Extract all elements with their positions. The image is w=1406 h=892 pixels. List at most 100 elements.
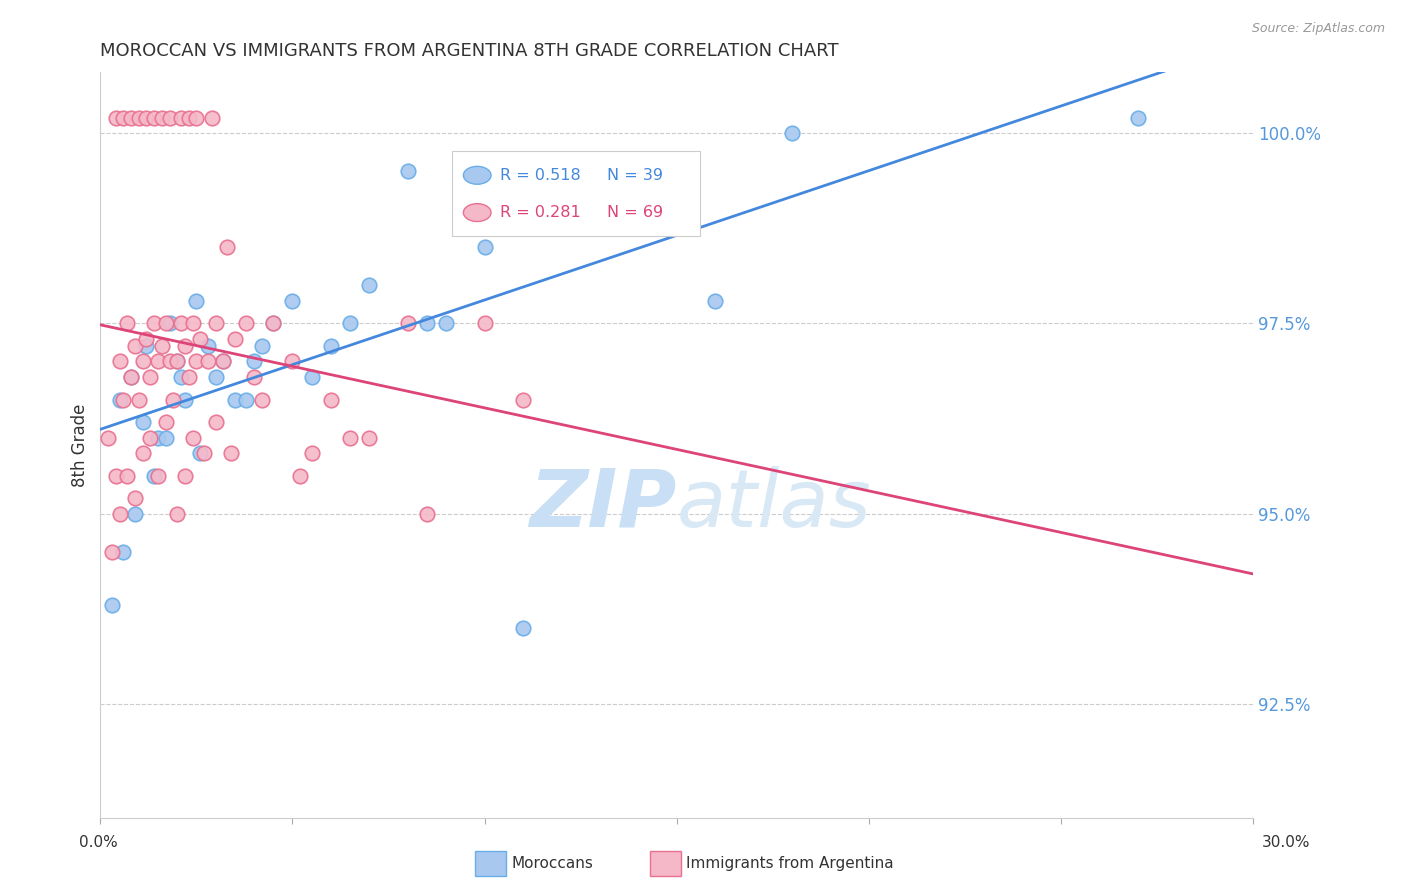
Point bbox=[124, 339, 146, 353]
Point bbox=[212, 354, 235, 368]
Point bbox=[115, 468, 138, 483]
Text: N = 39: N = 39 bbox=[607, 168, 664, 183]
Point bbox=[224, 332, 246, 346]
Circle shape bbox=[464, 203, 491, 221]
Text: 30.0%: 30.0% bbox=[1263, 836, 1310, 850]
Point bbox=[177, 369, 200, 384]
Point bbox=[281, 293, 304, 308]
Point bbox=[135, 339, 157, 353]
Point bbox=[243, 354, 266, 368]
Point bbox=[235, 392, 257, 407]
Point bbox=[186, 354, 208, 368]
Point bbox=[188, 332, 211, 346]
Point bbox=[159, 354, 181, 368]
Point bbox=[150, 111, 173, 125]
Point bbox=[550, 202, 572, 217]
FancyBboxPatch shape bbox=[451, 151, 700, 236]
Point bbox=[146, 468, 169, 483]
Point bbox=[319, 392, 342, 407]
Text: ZIP: ZIP bbox=[529, 466, 676, 544]
Point bbox=[474, 240, 496, 254]
Point bbox=[104, 111, 127, 125]
Point bbox=[396, 317, 419, 331]
Point bbox=[112, 392, 135, 407]
Y-axis label: 8th Grade: 8th Grade bbox=[72, 403, 89, 487]
Point bbox=[108, 507, 131, 521]
Point bbox=[197, 354, 219, 368]
Text: Source: ZipAtlas.com: Source: ZipAtlas.com bbox=[1251, 22, 1385, 36]
Point bbox=[416, 317, 439, 331]
Point bbox=[359, 278, 381, 293]
Text: atlas: atlas bbox=[676, 466, 872, 544]
Point bbox=[115, 317, 138, 331]
Point bbox=[166, 507, 188, 521]
Point bbox=[243, 369, 266, 384]
Point bbox=[512, 392, 534, 407]
Point bbox=[173, 468, 195, 483]
Point bbox=[104, 468, 127, 483]
Point bbox=[339, 317, 361, 331]
Point bbox=[235, 317, 257, 331]
Point bbox=[120, 111, 142, 125]
Point bbox=[146, 354, 169, 368]
Point bbox=[166, 354, 188, 368]
Point bbox=[155, 317, 177, 331]
Point bbox=[512, 621, 534, 635]
Point bbox=[128, 111, 150, 125]
Point bbox=[128, 392, 150, 407]
Point bbox=[301, 369, 323, 384]
Point bbox=[124, 491, 146, 506]
Point bbox=[173, 392, 195, 407]
Point bbox=[131, 415, 153, 429]
Point bbox=[434, 317, 457, 331]
Point bbox=[101, 598, 124, 612]
Point bbox=[159, 317, 181, 331]
Point bbox=[319, 339, 342, 353]
Point bbox=[135, 332, 157, 346]
Text: R = 0.281: R = 0.281 bbox=[501, 205, 581, 220]
Point bbox=[108, 354, 131, 368]
Point bbox=[288, 468, 311, 483]
Point bbox=[204, 369, 226, 384]
Point bbox=[301, 446, 323, 460]
Point bbox=[143, 111, 166, 125]
Point bbox=[112, 111, 135, 125]
Point bbox=[627, 164, 650, 178]
Circle shape bbox=[464, 167, 491, 185]
Point bbox=[170, 317, 193, 331]
Point bbox=[181, 431, 204, 445]
Point bbox=[146, 431, 169, 445]
Point bbox=[780, 126, 803, 140]
Point bbox=[120, 369, 142, 384]
Point bbox=[159, 111, 181, 125]
Point bbox=[97, 431, 120, 445]
Point bbox=[108, 392, 131, 407]
Point bbox=[474, 317, 496, 331]
Point bbox=[212, 354, 235, 368]
Text: 0.0%: 0.0% bbox=[79, 836, 118, 850]
Point bbox=[250, 339, 273, 353]
Point bbox=[262, 317, 284, 331]
Point bbox=[112, 544, 135, 558]
Point bbox=[281, 354, 304, 368]
Point bbox=[177, 111, 200, 125]
Point bbox=[173, 339, 195, 353]
Point bbox=[188, 446, 211, 460]
Point bbox=[704, 293, 727, 308]
Point bbox=[339, 431, 361, 445]
Point bbox=[135, 111, 157, 125]
Text: Moroccans: Moroccans bbox=[512, 856, 593, 871]
Text: N = 69: N = 69 bbox=[607, 205, 664, 220]
Text: R = 0.518: R = 0.518 bbox=[501, 168, 581, 183]
Point bbox=[359, 431, 381, 445]
Point bbox=[162, 392, 184, 407]
Point bbox=[143, 317, 166, 331]
Point bbox=[131, 446, 153, 460]
Point bbox=[197, 339, 219, 353]
Point bbox=[150, 339, 173, 353]
Point bbox=[262, 317, 284, 331]
Point bbox=[139, 431, 162, 445]
Point bbox=[186, 111, 208, 125]
Point bbox=[166, 354, 188, 368]
Point bbox=[139, 369, 162, 384]
